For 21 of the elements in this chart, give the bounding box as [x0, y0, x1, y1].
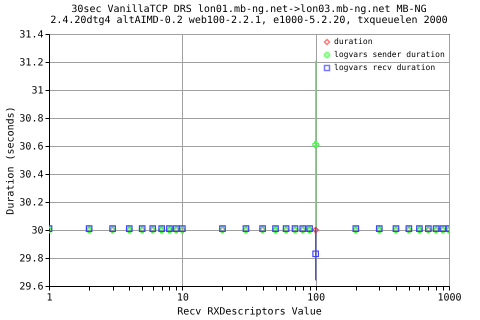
legend-label: duration: [334, 37, 373, 46]
y-tick-label: 30.4: [19, 170, 44, 180]
y-tick-label: 31.2: [19, 58, 44, 68]
y-tick-label: 30.8: [19, 114, 44, 124]
x-tick-label: 1000: [437, 292, 462, 304]
y-tick-label: 30.2: [19, 198, 44, 208]
legend-label: logvars sender duration: [334, 50, 445, 59]
chart-title: 30sec VanillaTCP DRS lon01.mb-ng.net->lon03.mb-ng.net MB-NG: [71, 4, 427, 15]
y-tick-label: 29.8: [19, 254, 44, 264]
y-tick-label: 30.6: [19, 142, 44, 152]
legend-label: logvars recv duration: [334, 63, 436, 72]
y-tick-label: 30: [31, 226, 44, 236]
x-tick-label: 100: [307, 292, 326, 304]
y-tick-label: 31.4: [19, 30, 44, 40]
x-tick-label: 10: [176, 292, 189, 304]
y-tick-label: 29.6: [19, 282, 44, 292]
y-tick-label: 31: [31, 86, 44, 96]
x-tick-label: 1: [46, 292, 53, 304]
x-axis-title: Recv RXDescriptors Value: [177, 306, 322, 318]
chart-subtitle: 2.4.20dtg4 altAIMD-0.2 web100-2.2.1, e1000-5.2.20, txqueuelen 2000: [50, 15, 448, 26]
y-axis-title: Duration (seconds): [5, 106, 16, 215]
